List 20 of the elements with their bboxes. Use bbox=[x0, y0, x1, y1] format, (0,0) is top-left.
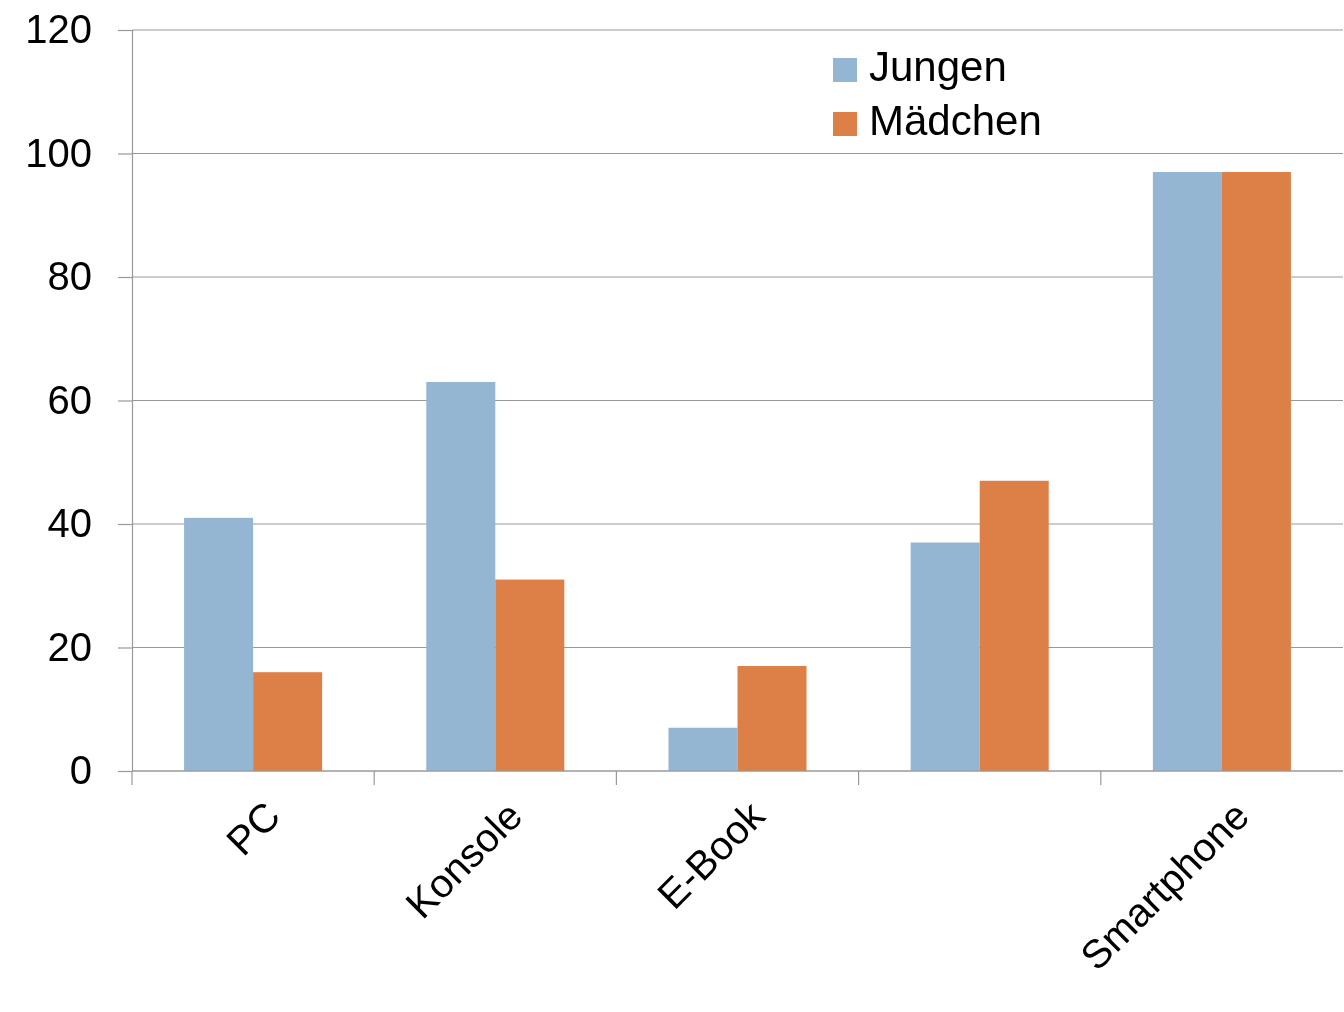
y-tick-label: 20 bbox=[47, 624, 92, 669]
y-tick-label: 0 bbox=[69, 748, 92, 793]
legend-label: Mädchen bbox=[869, 97, 1042, 145]
legend-label: Jungen bbox=[869, 43, 1007, 91]
y-tick-label: 40 bbox=[47, 501, 92, 546]
bar bbox=[184, 517, 254, 771]
bar bbox=[253, 672, 323, 771]
bar bbox=[910, 542, 980, 771]
x-tick-label: PC bbox=[217, 793, 289, 864]
bar bbox=[668, 727, 738, 771]
bar bbox=[1152, 172, 1222, 771]
bar bbox=[979, 480, 1049, 771]
bar bbox=[495, 579, 565, 771]
y-tick-label: 60 bbox=[47, 377, 92, 422]
y-tick-label: 80 bbox=[47, 254, 92, 299]
bar bbox=[1221, 172, 1291, 771]
bar bbox=[426, 381, 496, 771]
y-tick-label: 100 bbox=[25, 130, 92, 175]
y-tick-label: 120 bbox=[25, 7, 92, 52]
bar bbox=[737, 666, 807, 771]
